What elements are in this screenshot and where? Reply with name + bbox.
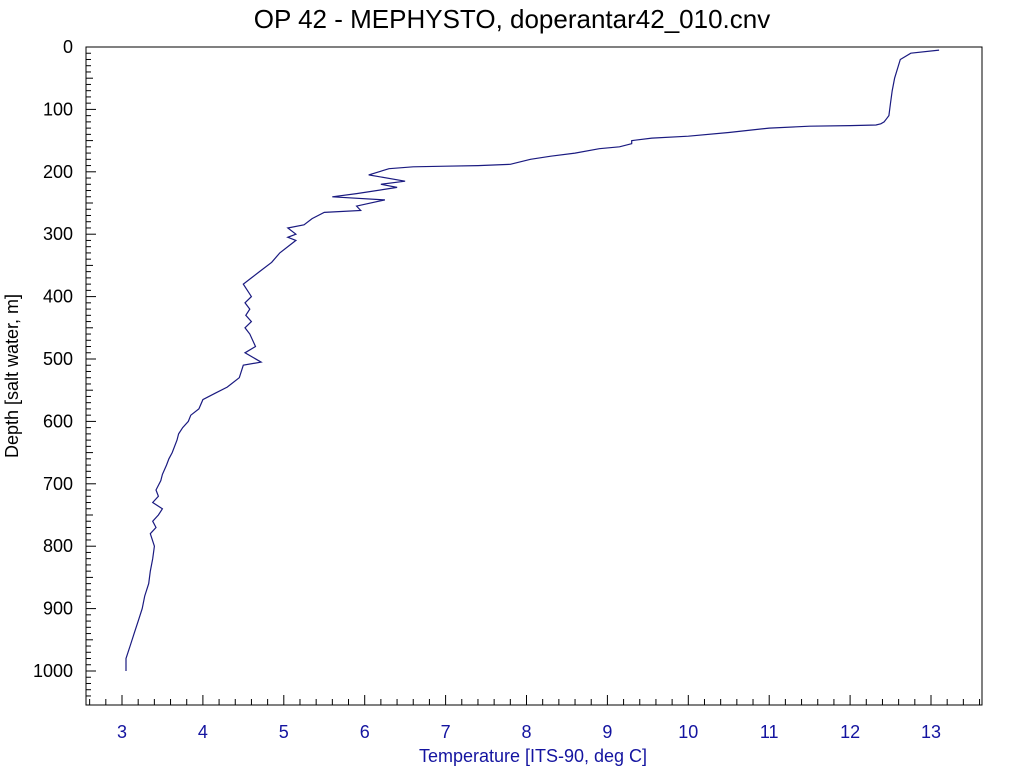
y-tick-labels: 0 100 200 300 400 500 600 700 800 900 1000 <box>33 37 73 681</box>
x-tick-label: 9 <box>602 722 612 742</box>
tick-marks <box>86 46 981 705</box>
x-tick-label: 11 <box>760 722 779 742</box>
x-tick-label: 3 <box>117 722 127 742</box>
x-axis-label: Temperature [ITS-90, deg C] <box>419 746 647 766</box>
x-tick-labels: 3 4 5 6 7 8 9 10 11 12 13 <box>117 722 941 742</box>
y-tick-label: 1000 <box>33 661 73 681</box>
y-tick-label: 700 <box>43 474 73 494</box>
x-tick-label: 12 <box>840 722 860 742</box>
y-tick-label: 400 <box>43 287 73 307</box>
x-tick-label: 10 <box>678 722 698 742</box>
x-tick-label: 13 <box>921 722 941 742</box>
temperature-profile-line <box>125 49 940 671</box>
y-tick-label: 100 <box>43 99 73 119</box>
y-tick-label: 300 <box>43 224 73 244</box>
x-tick-label: 5 <box>279 722 289 742</box>
x-tick-label: 8 <box>521 722 531 742</box>
y-tick-label: 800 <box>43 536 73 556</box>
chart-title: OP 42 - MEPHYSTO, doperantar42_010.cnv <box>254 4 770 34</box>
x-tick-label: 4 <box>198 722 208 742</box>
y-tick-label: 500 <box>43 349 73 369</box>
x-tick-label: 7 <box>441 722 451 742</box>
y-tick-label: 900 <box>43 599 73 619</box>
y-tick-label: 600 <box>43 411 73 431</box>
y-tick-label: 200 <box>43 162 73 182</box>
plot-frame <box>85 46 983 706</box>
y-tick-label: 0 <box>63 37 73 57</box>
x-tick-label: 6 <box>360 722 370 742</box>
y-axis-label: Depth [salt water, m] <box>2 294 22 458</box>
